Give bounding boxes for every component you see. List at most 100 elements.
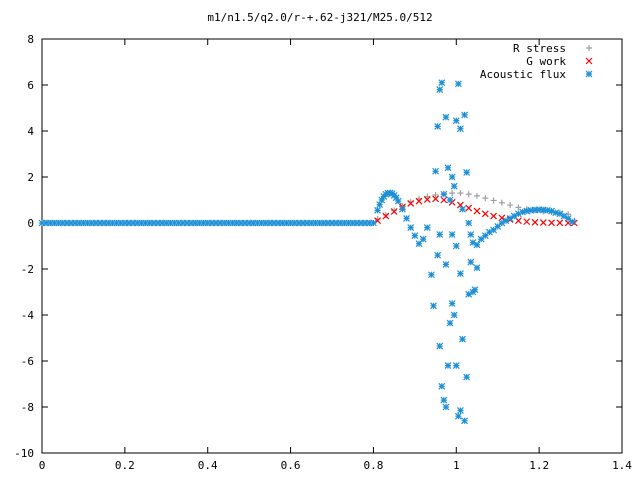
data-point bbox=[423, 196, 431, 203]
legend-marker bbox=[586, 45, 592, 51]
data-point bbox=[382, 211, 389, 218]
x-tick-label: 0.8 bbox=[363, 459, 383, 472]
data-point bbox=[506, 214, 514, 222]
data-point bbox=[171, 219, 178, 227]
data-point bbox=[457, 190, 464, 197]
data-point bbox=[278, 219, 286, 227]
data-point bbox=[531, 206, 539, 214]
data-point bbox=[96, 219, 104, 227]
data-point bbox=[457, 125, 464, 133]
data-point bbox=[473, 241, 481, 249]
data-point bbox=[523, 207, 531, 215]
data-point bbox=[266, 219, 274, 227]
data-point bbox=[482, 195, 489, 202]
data-point bbox=[88, 219, 96, 227]
data-point bbox=[442, 403, 450, 411]
data-point bbox=[467, 258, 475, 266]
data-point bbox=[167, 219, 174, 227]
data-point bbox=[407, 200, 415, 207]
data-point bbox=[59, 219, 67, 227]
series-baseline bbox=[38, 219, 377, 227]
data-point bbox=[449, 190, 456, 197]
data-point bbox=[291, 219, 299, 227]
data-point bbox=[510, 212, 518, 220]
data-point bbox=[442, 113, 450, 121]
data-point bbox=[51, 219, 58, 227]
data-point bbox=[361, 219, 369, 227]
data-point bbox=[452, 117, 460, 125]
data-point bbox=[465, 191, 472, 198]
data-point bbox=[38, 219, 46, 227]
legend-marker bbox=[585, 57, 593, 65]
data-point bbox=[382, 212, 390, 220]
data-point bbox=[473, 264, 481, 272]
data-point bbox=[465, 219, 473, 227]
series-acoustic-flux bbox=[374, 79, 576, 425]
data-point bbox=[392, 194, 400, 202]
data-point bbox=[328, 219, 336, 227]
data-point bbox=[556, 210, 564, 218]
data-point bbox=[307, 219, 315, 227]
data-point bbox=[440, 190, 448, 198]
data-point bbox=[316, 219, 323, 227]
data-point bbox=[457, 270, 464, 278]
data-point bbox=[142, 219, 149, 227]
data-point bbox=[283, 219, 290, 227]
data-point bbox=[125, 219, 133, 227]
data-point bbox=[474, 192, 480, 199]
data-point bbox=[63, 219, 71, 227]
data-point bbox=[473, 207, 481, 215]
data-point bbox=[46, 219, 54, 227]
data-point bbox=[67, 219, 75, 227]
data-point bbox=[411, 232, 419, 240]
data-point bbox=[121, 219, 129, 227]
data-point bbox=[544, 206, 551, 214]
data-point bbox=[556, 219, 564, 227]
data-point bbox=[158, 219, 166, 227]
data-point bbox=[568, 218, 576, 226]
data-point bbox=[299, 219, 307, 227]
data-point bbox=[138, 219, 145, 227]
data-point bbox=[258, 219, 265, 227]
x-tick-label: 1.4 bbox=[612, 459, 632, 472]
data-point bbox=[245, 219, 253, 227]
data-point bbox=[486, 228, 493, 236]
data-point bbox=[204, 219, 212, 227]
plot-frame bbox=[41, 38, 623, 454]
data-point bbox=[459, 205, 466, 213]
data-point bbox=[154, 219, 162, 227]
data-point bbox=[394, 197, 402, 205]
x-tick-label: 1.2 bbox=[529, 459, 549, 472]
data-point bbox=[459, 335, 466, 343]
data-point bbox=[523, 218, 531, 226]
y-tick-label: 4 bbox=[27, 125, 34, 138]
x-tick-label: 0.2 bbox=[115, 459, 135, 472]
data-point bbox=[274, 219, 282, 227]
data-point bbox=[320, 219, 328, 227]
data-point bbox=[457, 407, 464, 414]
data-point bbox=[463, 373, 471, 381]
data-point bbox=[432, 167, 439, 175]
data-point bbox=[187, 219, 195, 227]
x-tick-label: 0 bbox=[39, 459, 46, 472]
data-point bbox=[415, 197, 423, 205]
data-point bbox=[440, 196, 448, 204]
data-point bbox=[312, 219, 319, 227]
data-point bbox=[336, 219, 344, 227]
data-point bbox=[129, 219, 137, 227]
data-point bbox=[183, 219, 191, 227]
data-point bbox=[349, 219, 357, 227]
data-point bbox=[552, 209, 560, 217]
data-point bbox=[436, 86, 444, 94]
data-point bbox=[353, 219, 361, 227]
data-point bbox=[515, 204, 522, 211]
data-point bbox=[531, 218, 539, 226]
data-point bbox=[461, 111, 468, 119]
data-point bbox=[179, 219, 187, 227]
data-point bbox=[498, 214, 506, 222]
x-tick-label: 1 bbox=[453, 459, 460, 472]
data-point bbox=[452, 242, 460, 250]
data-point bbox=[345, 219, 352, 227]
data-point bbox=[432, 195, 439, 203]
